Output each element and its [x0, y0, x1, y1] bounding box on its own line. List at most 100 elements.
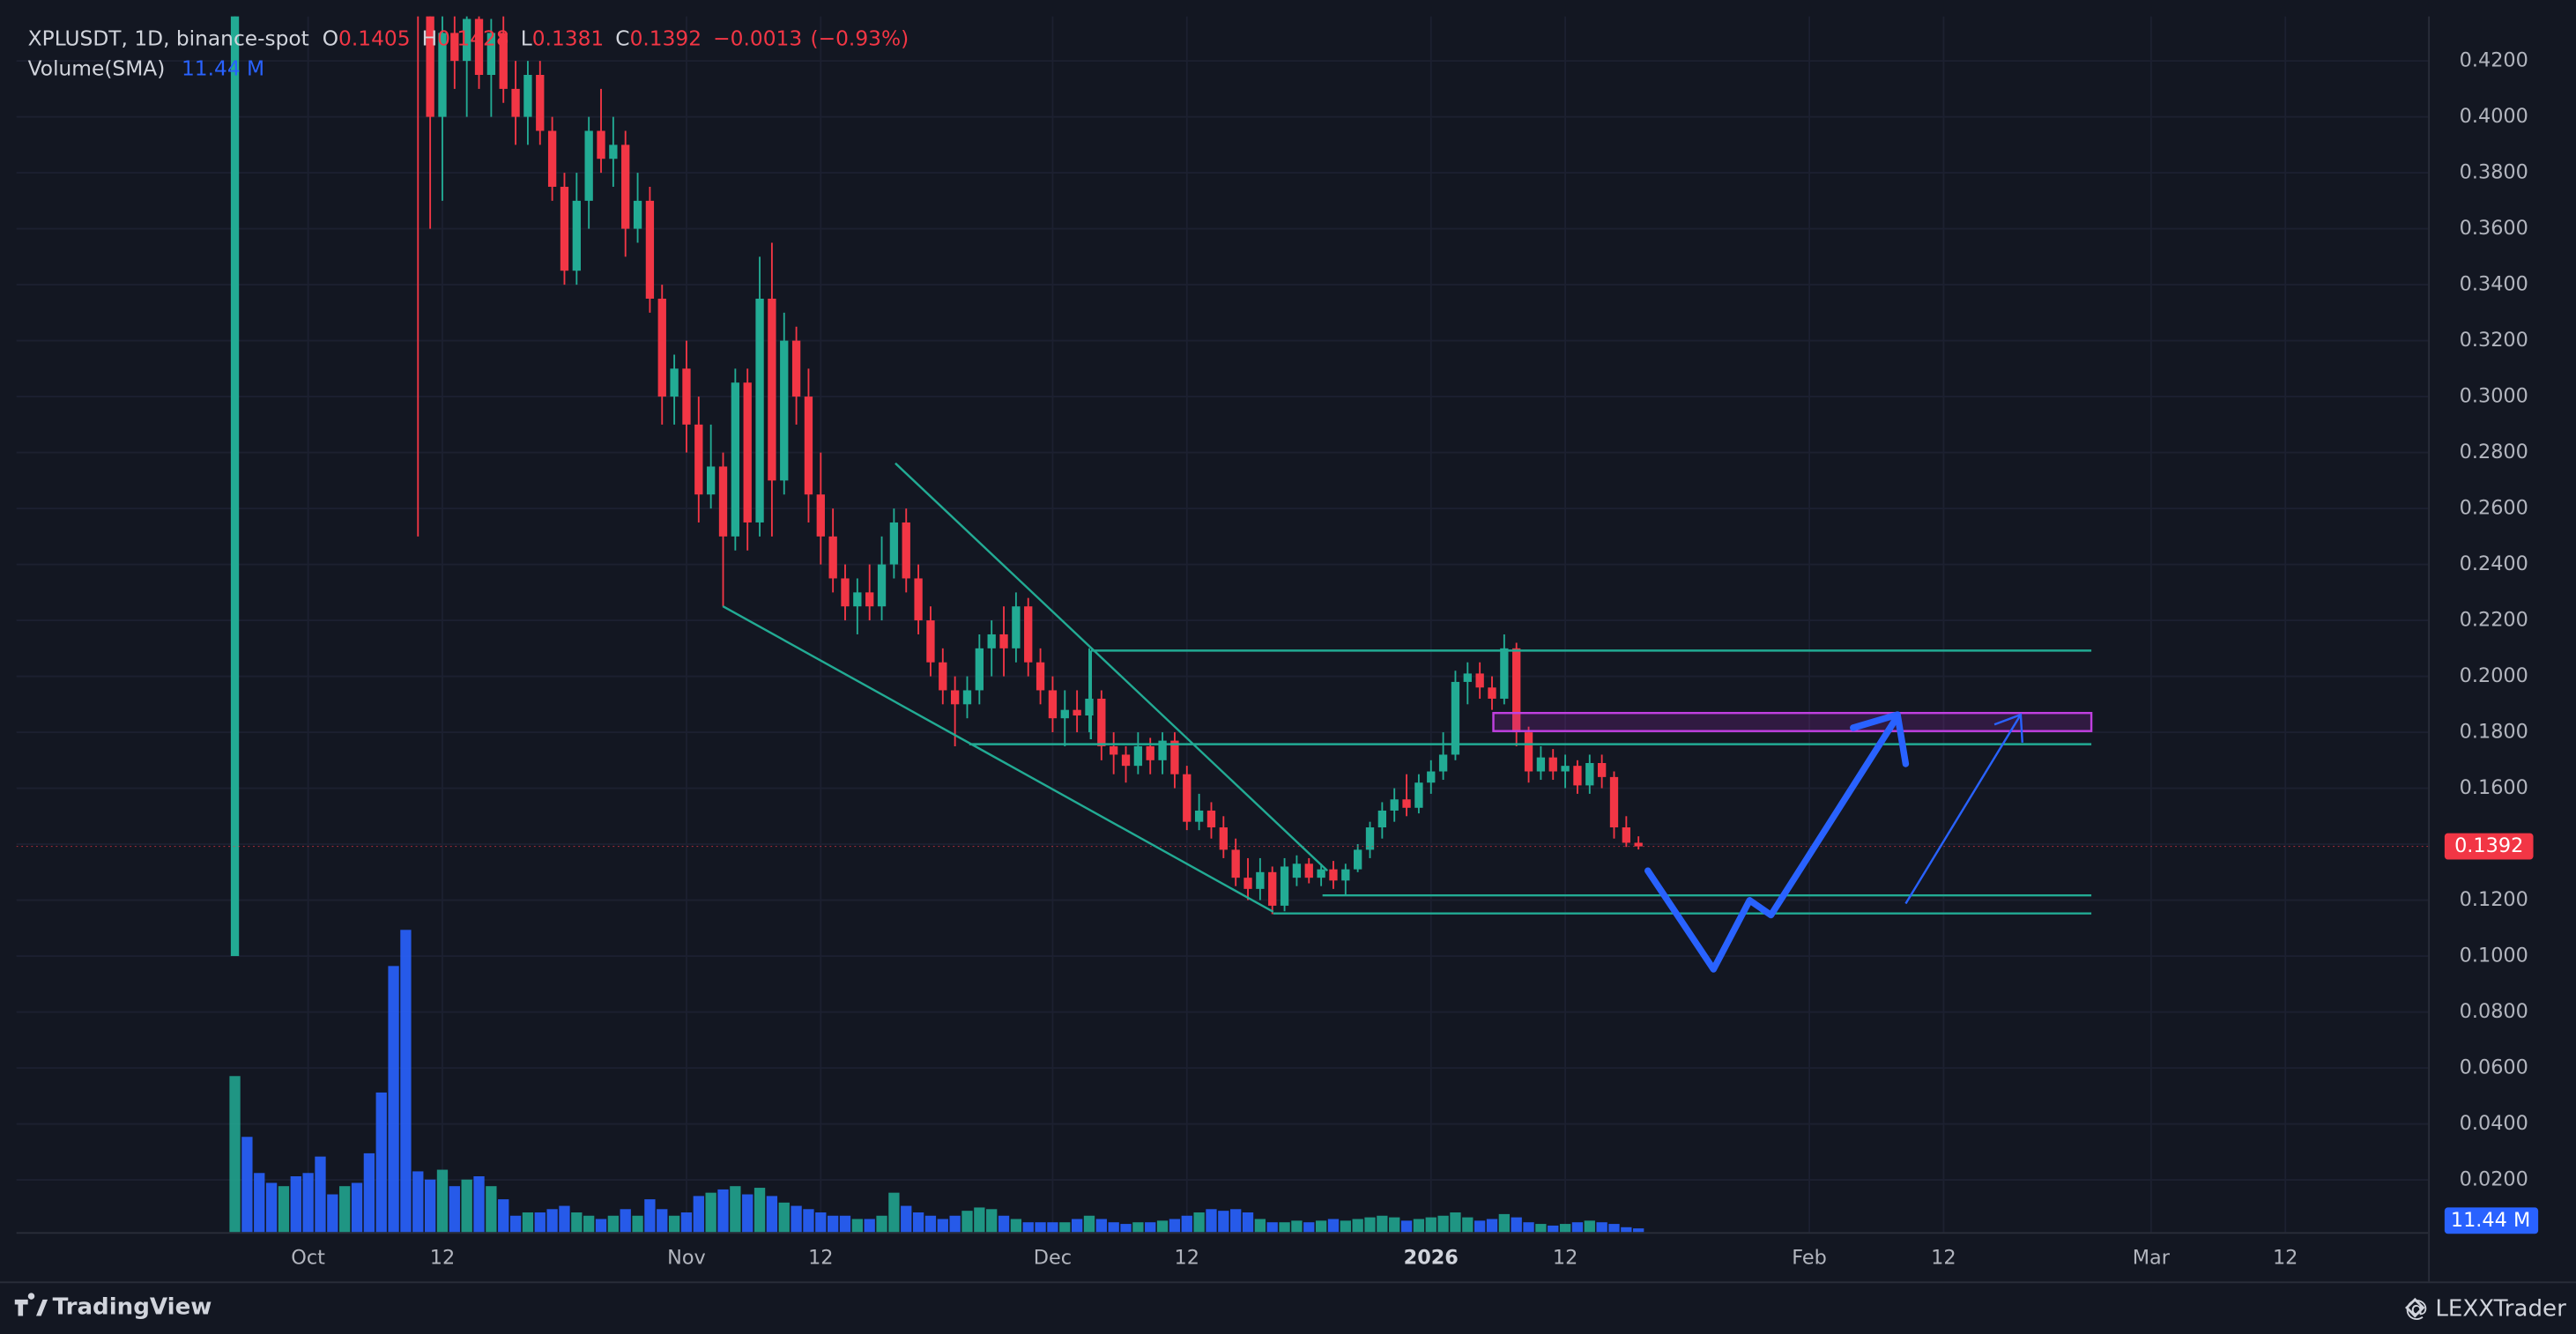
- volume-bar: [1437, 1215, 1449, 1233]
- y-tick-label: 0.0200: [2460, 1168, 2528, 1191]
- candle-body: [1524, 732, 1533, 772]
- volume-bar: [1633, 1228, 1644, 1233]
- volume-bar: [924, 1215, 937, 1233]
- volume-bar: [339, 1186, 351, 1233]
- volume-bar: [1242, 1212, 1254, 1233]
- volume-bar: [1291, 1220, 1303, 1233]
- x-tick-label: 2026: [1404, 1247, 1459, 1270]
- volume-bar: [815, 1212, 827, 1233]
- candle-body: [1085, 698, 1094, 716]
- volume-bar: [1413, 1219, 1425, 1233]
- tradingview-logo: TradingView: [14, 1293, 212, 1321]
- volume-bar: [998, 1215, 1010, 1233]
- ohlc-value: 0.1405: [338, 26, 411, 50]
- ohlc-value: 0.1381: [532, 26, 605, 50]
- volume-bar: [1608, 1224, 1620, 1233]
- candle-body: [1317, 869, 1325, 878]
- volume-bar: [412, 1171, 424, 1233]
- volume-bar: [986, 1209, 998, 1233]
- candle-body: [463, 19, 471, 62]
- drawings: [722, 462, 2093, 973]
- candle-body: [816, 494, 825, 537]
- volume-name: Volume(SMA): [28, 56, 166, 80]
- volume-bar: [1523, 1222, 1534, 1233]
- volume-bar: [876, 1215, 887, 1233]
- volume-bar: [730, 1186, 741, 1233]
- change-pct: (−0.93%): [811, 26, 909, 50]
- volume-bar: [351, 1182, 363, 1233]
- candle-body: [865, 592, 874, 607]
- projection-arrow: [1904, 714, 2022, 905]
- volume-bar: [363, 1152, 375, 1233]
- y-tick-label: 0.3400: [2460, 273, 2528, 296]
- candle-body: [1500, 648, 1509, 699]
- volume-bar: [1303, 1222, 1315, 1233]
- y-tick-label: 0.0600: [2460, 1056, 2528, 1079]
- candle-body: [828, 536, 837, 579]
- legend-header: XPLUSDT, 1D, binance-spot O0.1405 H0.1428 L…: [28, 26, 909, 50]
- volume-bar: [668, 1215, 680, 1233]
- candle-body: [547, 130, 557, 187]
- volume-bar: [1596, 1222, 1607, 1233]
- candle-body: [1170, 740, 1179, 774]
- volume-bar: [229, 1076, 241, 1233]
- volume-bar: [1327, 1219, 1340, 1233]
- x-tick-label: 12: [2273, 1247, 2298, 1270]
- candle-body: [1512, 648, 1521, 733]
- x-tick-label: Dec: [1034, 1247, 1072, 1270]
- candle-body: [523, 74, 532, 117]
- y-tick-label: 0.3600: [2460, 217, 2528, 240]
- candle-body: [1060, 709, 1069, 719]
- volume-bar: [1352, 1219, 1363, 1233]
- volume-bar: [522, 1212, 534, 1233]
- candle-body: [877, 564, 887, 607]
- volume-bar: [424, 1179, 436, 1233]
- candle-body: [1292, 863, 1302, 878]
- volume-bar: [717, 1189, 729, 1233]
- volume-bar: [705, 1192, 716, 1233]
- volume-bar: [327, 1194, 338, 1233]
- candle-body: [804, 396, 813, 495]
- volume-bar: [864, 1219, 875, 1233]
- candle-body: [706, 466, 716, 495]
- change: −0.0013: [713, 26, 802, 50]
- candle-body: [572, 200, 581, 271]
- candle-body: [1475, 673, 1484, 688]
- volume-bar: [473, 1176, 485, 1233]
- volume-bar: [1462, 1217, 1474, 1233]
- volume-bar: [1621, 1227, 1632, 1233]
- candle-body: [609, 145, 618, 159]
- candle-body: [1183, 774, 1191, 822]
- candle-body: [1256, 871, 1265, 889]
- candle-body: [230, 16, 240, 957]
- candle-body: [1634, 842, 1643, 847]
- volume-bar: [1145, 1222, 1156, 1233]
- candle-body: [939, 662, 947, 691]
- candle-body: [791, 340, 801, 397]
- candle-body: [987, 634, 996, 648]
- volume-bar: [1450, 1212, 1461, 1233]
- candle-body: [718, 466, 728, 537]
- volume-bar: [644, 1199, 656, 1233]
- candle-body: [645, 200, 655, 299]
- y-tick-label: 0.1000: [2460, 945, 2528, 967]
- candle-body: [1438, 754, 1448, 772]
- y-tick-label: 0.4200: [2460, 49, 2528, 72]
- x-tick-label: 12: [1175, 1247, 1199, 1270]
- candle-body: [914, 578, 923, 621]
- x-tick-label: Mar: [2133, 1247, 2171, 1270]
- grid: [16, 16, 2429, 1233]
- volume-bar: [827, 1215, 839, 1233]
- candle-body: [1561, 766, 1570, 772]
- volume-bar: [791, 1205, 802, 1233]
- symbol: XPLUSDT, 1D, binance-spot: [28, 26, 309, 50]
- candle-body: [694, 424, 703, 495]
- volume-bar: [1377, 1215, 1388, 1233]
- ohlc-value: 0.1428: [437, 26, 509, 50]
- volume-bar: [1486, 1219, 1498, 1233]
- y-tick-label: 0.2400: [2460, 552, 2528, 575]
- volume-bar: [1571, 1222, 1584, 1233]
